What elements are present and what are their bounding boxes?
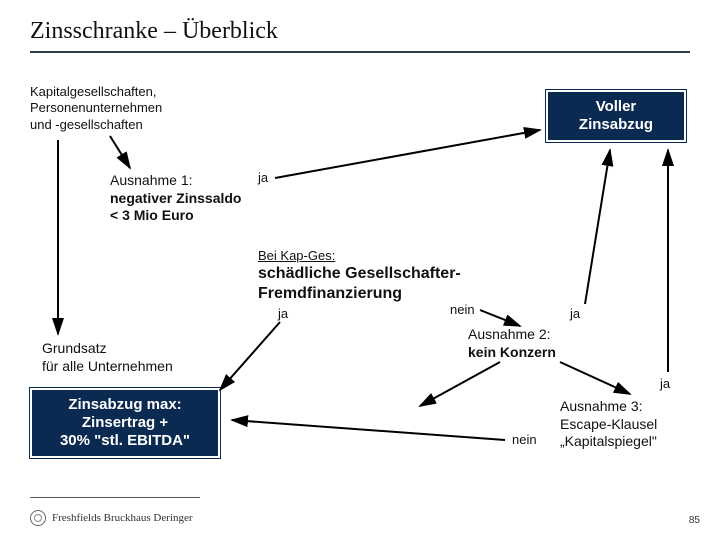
top-left-l2: Personenunternehmen xyxy=(30,100,162,116)
ausnahme1-lead: Ausnahme 1: xyxy=(110,172,193,188)
ja-label-4: ja xyxy=(660,376,670,391)
zinsabzug-max-box: Zinsabzug max: Zinsertrag + 30% "stl. EB… xyxy=(30,388,220,458)
top-left-l1: Kapitalgesellschaften, xyxy=(30,84,162,100)
grundsatz-l1: Grundsatz xyxy=(42,340,173,358)
nein-label-1: nein xyxy=(450,302,475,317)
page-number: 85 xyxy=(689,515,700,526)
voller-zinsabzug-box: Voller Zinsabzug xyxy=(546,90,686,142)
bei-kapges: Bei Kap-Ges: xyxy=(258,248,461,264)
ausnahme3-l3: „Kapitalspiegel" xyxy=(560,433,657,451)
logo: Freshfields Bruckhaus Deringer xyxy=(30,510,193,526)
ausnahme2-block: Ausnahme 2: kein Konzern xyxy=(468,326,556,361)
schaedlich-l1: schädliche Gesellschafter- xyxy=(258,264,461,284)
ausnahme3-block: Ausnahme 3: Escape-Klausel „Kapitalspieg… xyxy=(560,398,657,451)
zmax-l3: 30% "stl. EBITDA" xyxy=(42,432,208,450)
voller-l2: Zinsabzug xyxy=(558,116,674,134)
title-block: Zinsschranke – Überblick xyxy=(30,18,690,53)
footer-rule xyxy=(30,497,200,498)
top-left-l3: und -gesellschaften xyxy=(30,117,162,133)
page-title: Zinsschranke – Überblick xyxy=(30,18,690,45)
ja-label-2: ja xyxy=(278,306,288,321)
ausnahme3-l2: Escape-Klausel xyxy=(560,416,657,434)
slide: Zinsschranke – Überblick Kapitalgesellsc… xyxy=(0,0,720,540)
zmax-l2: Zinsertrag + xyxy=(42,414,208,432)
grundsatz-block: Grundsatz für alle Unternehmen xyxy=(42,340,173,375)
ausnahme1-l3: < 3 Mio Euro xyxy=(110,207,241,225)
zmax-l1: Zinsabzug max: xyxy=(42,396,208,414)
ausnahme1-l2: negativer Zinssaldo xyxy=(110,190,241,208)
nein-label-2: nein xyxy=(512,432,537,447)
ja-label-3: ja xyxy=(570,306,580,321)
ausnahme2-l2: kein Konzern xyxy=(468,344,556,362)
ausnahme3-l1: Ausnahme 3: xyxy=(560,398,657,416)
ja-label-1: ja xyxy=(258,170,268,185)
top-left-text: Kapitalgesellschaften, Personenunternehm… xyxy=(30,84,162,133)
schaedlich-l2: Fremdfinanzierung xyxy=(258,284,461,304)
grundsatz-l2: für alle Unternehmen xyxy=(42,358,173,376)
ausnahme1-block: Ausnahme 1: negativer Zinssaldo < 3 Mio … xyxy=(110,172,241,225)
voller-l1: Voller xyxy=(558,98,674,116)
ausnahme2-l1: Ausnahme 2: xyxy=(468,326,556,344)
logo-text: Freshfields Bruckhaus Deringer xyxy=(52,512,193,524)
logo-icon xyxy=(30,510,46,526)
kapges-block: Bei Kap-Ges: schädliche Gesellschafter- … xyxy=(258,248,461,304)
